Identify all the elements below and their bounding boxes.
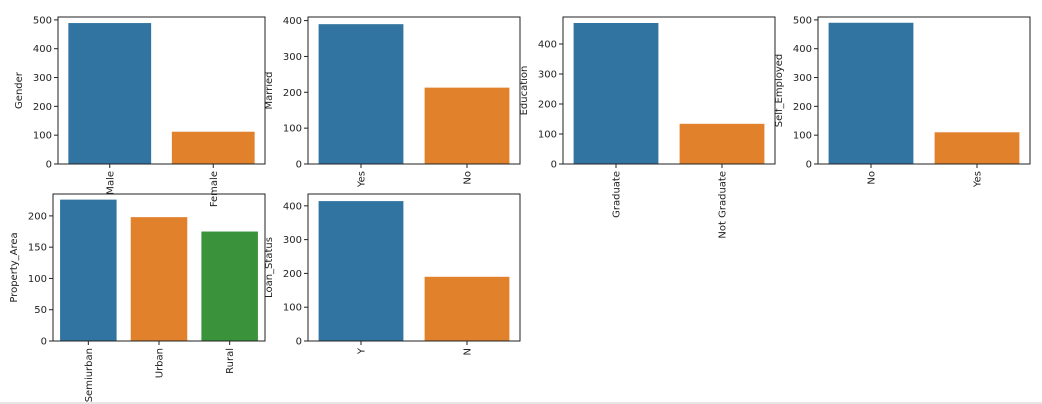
bar <box>68 23 152 164</box>
y-tick-label: 0 <box>41 337 47 348</box>
y-axis-label: Education <box>519 66 530 116</box>
x-tick-label: Not Graduate <box>718 171 729 239</box>
y-axis-label: Self_Employed <box>774 54 785 128</box>
x-tick-label: No <box>867 171 878 185</box>
y-tick-label: 200 <box>28 211 47 222</box>
y-tick-label: 300 <box>793 73 812 84</box>
bar <box>318 201 404 341</box>
y-tick-label: 300 <box>283 235 302 246</box>
y-axis-label: Gender <box>14 71 25 109</box>
y-tick-label: 0 <box>296 337 302 348</box>
y-tick-label: 200 <box>33 102 52 113</box>
chart-panel: 0 100 200 300 400 500 Male Female Gender <box>14 15 266 207</box>
bar <box>171 131 255 164</box>
bar <box>201 231 258 341</box>
y-axis-label: Loan_Status <box>264 237 275 298</box>
y-tick-label: 100 <box>793 131 812 142</box>
y-tick-label: 200 <box>538 100 557 111</box>
y-tick-label: 100 <box>283 124 302 135</box>
chart-panel: 0 100 200 300 400 Graduate Not Graduate Educati… <box>519 16 776 239</box>
y-tick-label: 100 <box>538 130 557 141</box>
y-tick-label: 100 <box>28 274 47 285</box>
chart-panel: 0 50 100 150 200 Semiurban Urban Rural Property_… <box>9 193 266 402</box>
bar <box>573 23 659 164</box>
x-tick-label: Y <box>357 347 368 355</box>
y-tick-label: 0 <box>806 160 812 171</box>
axes-frame <box>307 16 521 165</box>
y-tick-label: 0 <box>296 160 302 171</box>
axes-frame <box>57 16 266 165</box>
x-tick-label: N <box>463 348 474 355</box>
y-tick-label: 400 <box>283 201 302 212</box>
y-tick-label: 0 <box>551 160 557 171</box>
x-tick-label: Semiurban <box>84 348 95 402</box>
x-tick-label: Graduate <box>612 171 623 218</box>
y-tick-label: 400 <box>793 44 812 55</box>
x-tick-label: Rural <box>225 348 236 374</box>
bottom-divider <box>0 402 1042 404</box>
x-tick-label: Male <box>105 171 116 195</box>
axes-frame <box>562 16 776 165</box>
y-tick-label: 200 <box>283 88 302 99</box>
y-tick-label: 150 <box>28 243 47 254</box>
y-tick-label: 300 <box>538 70 557 81</box>
bar <box>679 123 765 164</box>
x-tick-label: Female <box>209 171 220 207</box>
chart-panel: 0 100 200 300 400 500 No Yes Self_Employed <box>774 15 1031 188</box>
y-tick-label: 400 <box>33 44 52 55</box>
y-axis-label: Married <box>264 71 275 109</box>
y-tick-label: 100 <box>33 131 52 142</box>
x-tick-label: Yes <box>357 171 368 188</box>
y-tick-label: 200 <box>283 269 302 280</box>
bar <box>424 276 510 341</box>
y-tick-label: 200 <box>793 102 812 113</box>
y-tick-label: 0 <box>46 160 52 171</box>
bar <box>60 199 117 341</box>
chart-panel: 0 100 200 300 400 Y N Loan_Status <box>264 193 521 355</box>
y-tick-label: 500 <box>33 15 52 26</box>
x-tick-label: No <box>463 171 474 185</box>
bar <box>828 22 914 164</box>
y-axis-label: Property_Area <box>9 232 20 302</box>
y-tick-label: 50 <box>34 305 47 316</box>
bar <box>934 132 1020 164</box>
y-tick-label: 100 <box>283 303 302 314</box>
axes-frame <box>817 16 1031 165</box>
axes-frame <box>307 193 521 342</box>
y-tick-label: 500 <box>793 15 812 26</box>
bar <box>318 24 404 165</box>
y-tick-label: 300 <box>283 52 302 63</box>
x-tick-label: Yes <box>973 171 984 188</box>
bar <box>424 87 510 164</box>
y-tick-label: 300 <box>33 73 52 84</box>
y-tick-label: 400 <box>283 16 302 27</box>
x-tick-label: Urban <box>155 348 166 378</box>
chart-panel: 0 100 200 300 400 Yes No Married <box>264 16 521 188</box>
y-tick-label: 400 <box>538 40 557 51</box>
bar <box>130 217 188 341</box>
